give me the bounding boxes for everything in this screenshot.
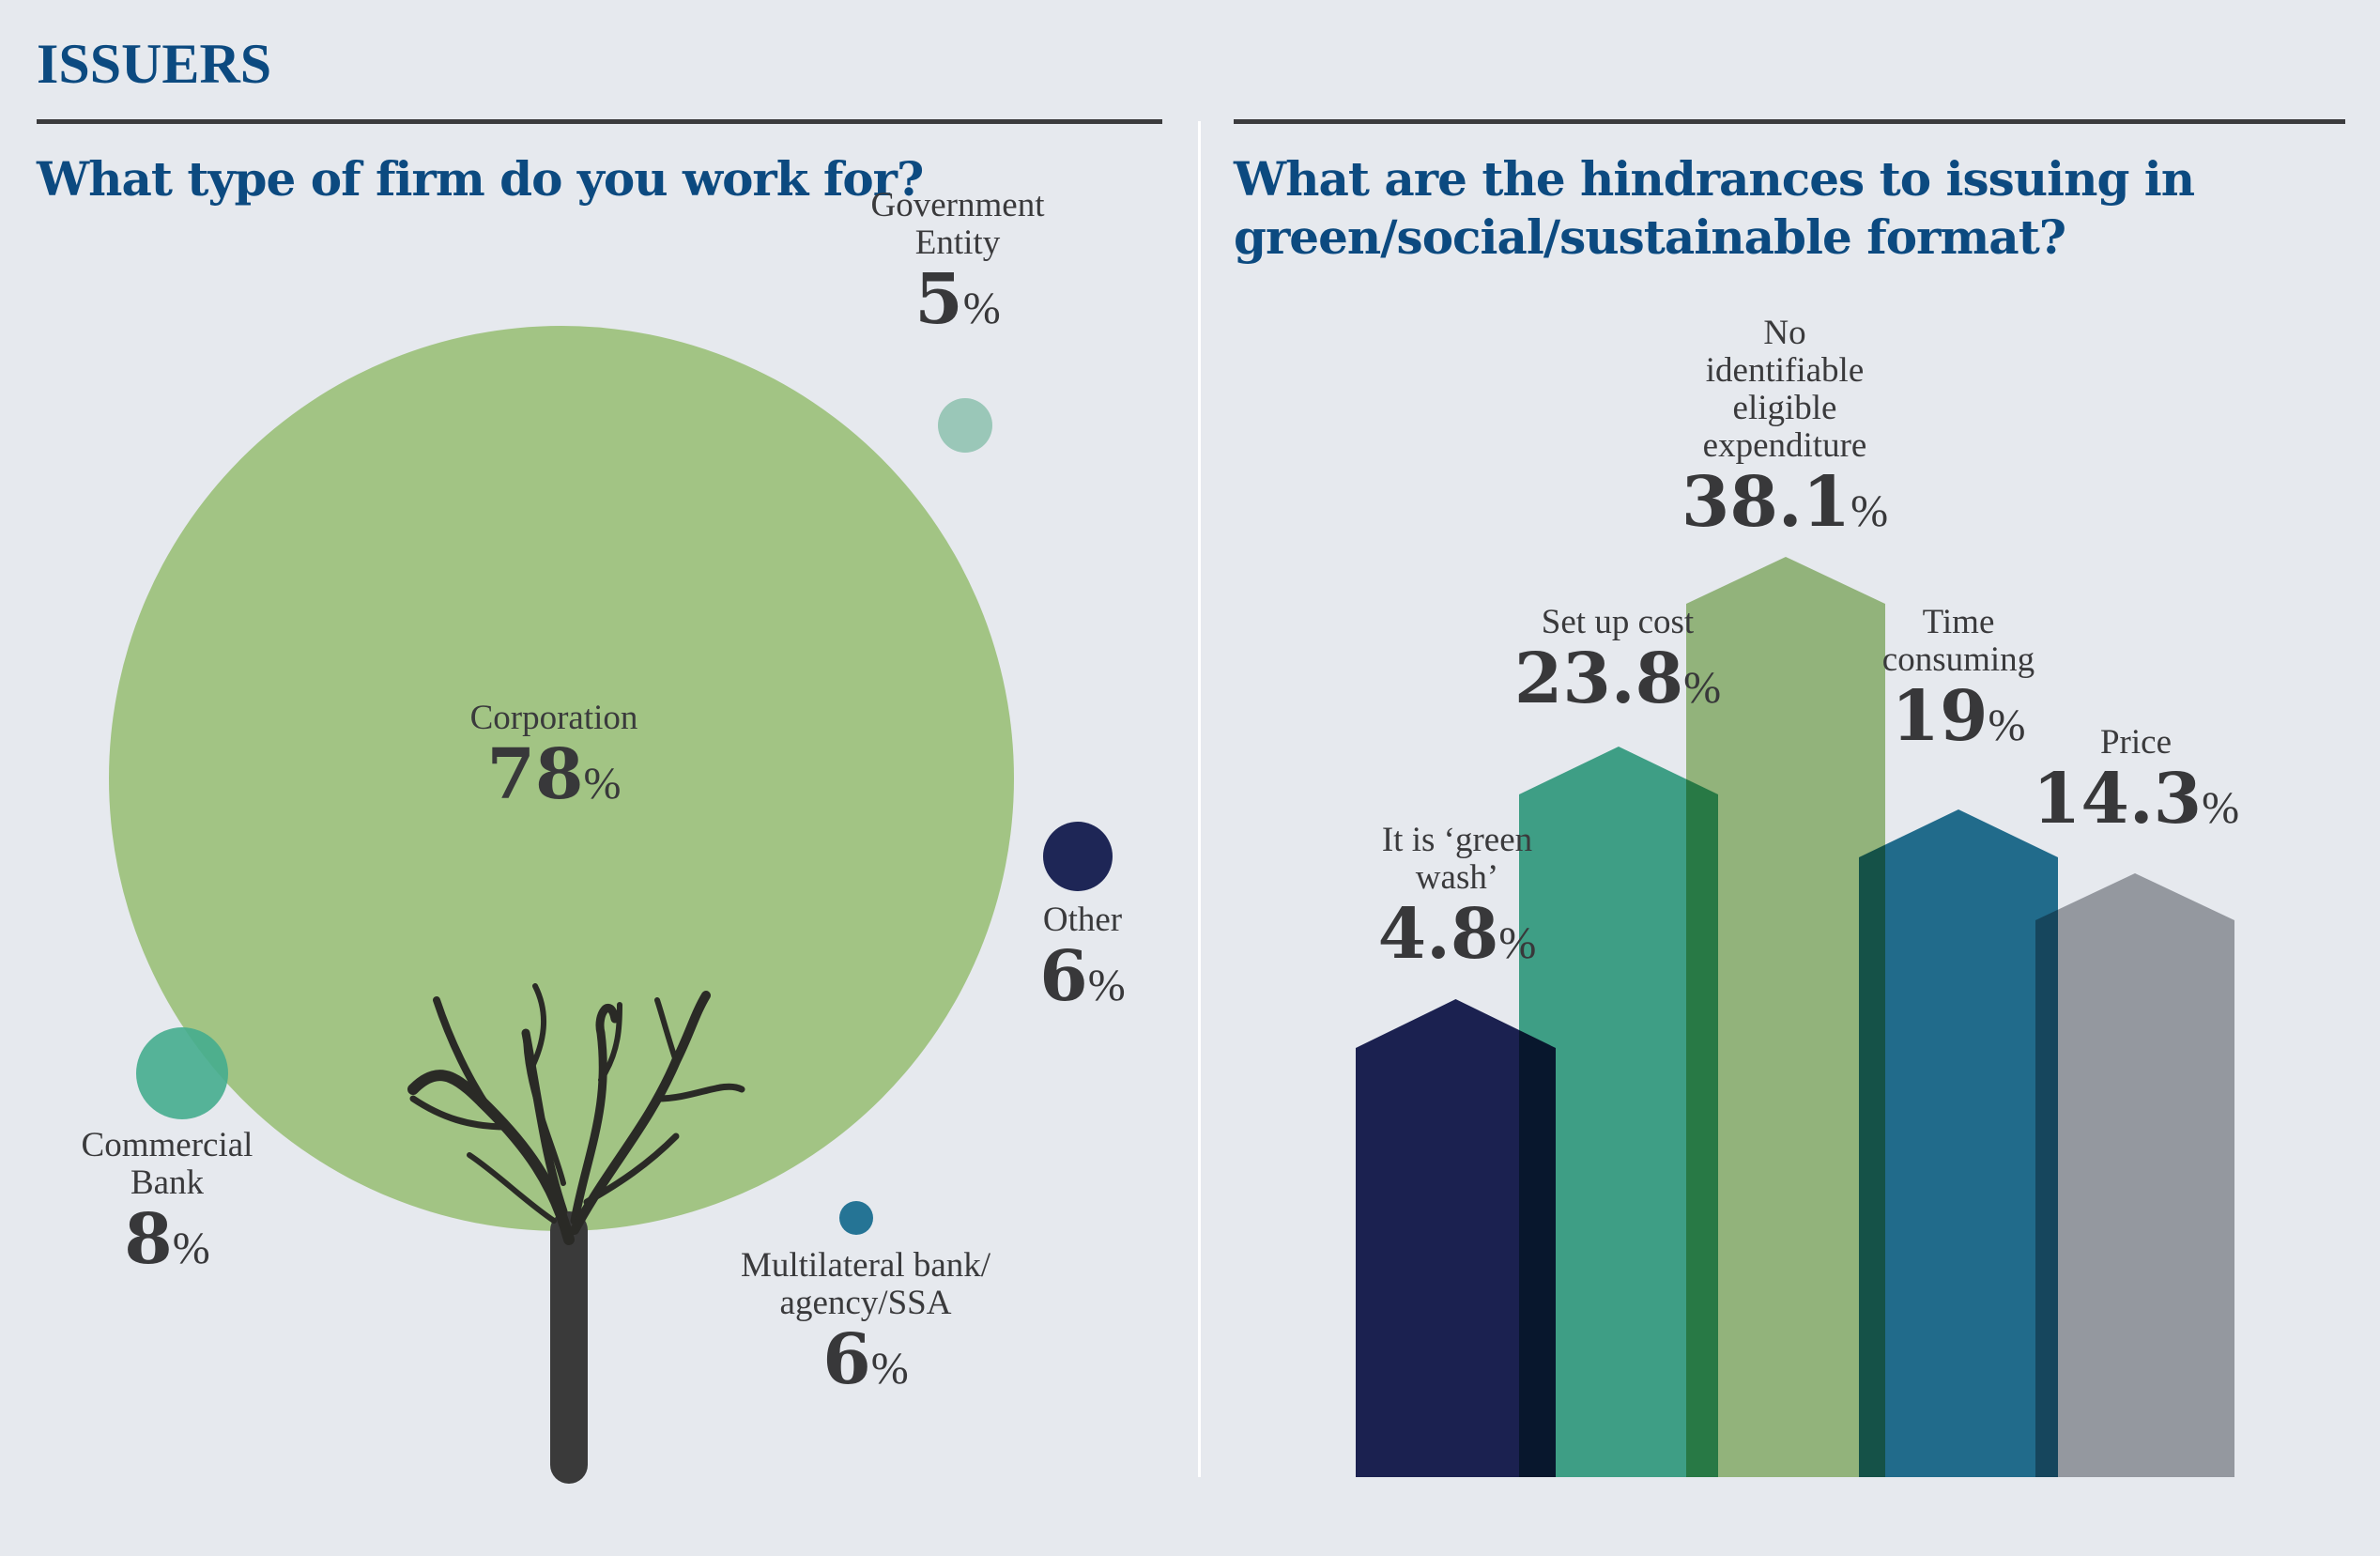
percent-sign: % (962, 284, 1001, 333)
value-number: 6 (1039, 936, 1088, 1017)
label-line: expenditure (1702, 426, 1867, 465)
label-government-entity: Government Entity 5% (871, 187, 1045, 347)
left-question: What type of firm do you work for? (37, 151, 924, 207)
bar-value-greenwash: 4.8% (1378, 897, 1537, 981)
label-line: Price (2099, 723, 2173, 762)
percent-sign: % (1988, 701, 2026, 750)
bar-no-identifiable-eligible-expenditure (1686, 557, 1885, 1477)
vertical-divider (1198, 121, 1201, 1477)
value-number: 4.8 (1377, 894, 1499, 975)
percent-sign: % (1498, 918, 1537, 968)
value-number: 6 (822, 1319, 871, 1400)
percent-sign: % (870, 1344, 909, 1394)
label-line: Corporation (469, 699, 638, 737)
percent-sign: % (583, 759, 622, 809)
value-number: 38.1 (1681, 462, 1851, 543)
left-divider-rule (37, 119, 1162, 124)
value-commercial-bank: 8% (82, 1202, 253, 1286)
bar-time-consuming (1859, 809, 2058, 1477)
label-line: Bank (130, 1163, 205, 1202)
page-title: ISSUERS (37, 33, 272, 95)
value-corporation: 78% (470, 737, 638, 822)
bar-value-price: 14.3% (2033, 762, 2239, 846)
percent-sign: % (1087, 961, 1126, 1010)
label-line: Time (1922, 603, 1995, 641)
label-line: Other (1042, 901, 1123, 939)
bar-set-up-cost (1519, 747, 1718, 1477)
label-corporation: Corporation 78% (470, 700, 638, 822)
bar-price (2035, 873, 2234, 1477)
label-other: Other 6% (1039, 901, 1125, 1024)
label-line: Multilateral bank/ (740, 1246, 991, 1285)
bubble-other (1043, 822, 1113, 891)
bar-value-time-consuming: 19% (1882, 679, 2035, 763)
bar-it-is-green-wash (1356, 999, 1556, 1477)
value-number: 19 (1891, 676, 1988, 757)
bubble-government-entity (938, 398, 992, 453)
bubble-corporation (109, 326, 1014, 1231)
label-line: consuming (1881, 640, 2035, 679)
value-number: 5 (914, 259, 963, 340)
right-divider-rule (1234, 119, 2345, 124)
bar-value-no-identifiable: 38.1% (1681, 465, 1888, 549)
right-question: What are the hindrances to issuing in gr… (1234, 150, 2195, 267)
bar-label-setup-cost: Set up cost 23.8% (1514, 604, 1721, 726)
label-line: No (1763, 314, 1806, 352)
bar-label-no-identifiable: No identifiable eligible expenditure 38.… (1681, 315, 1888, 549)
percent-sign: % (172, 1224, 210, 1273)
bar-label-price: Price 14.3% (2033, 724, 2239, 846)
value-other: 6% (1039, 939, 1125, 1024)
value-number: 8 (124, 1199, 173, 1280)
label-line: Entity (914, 223, 1001, 262)
label-multilateral: Multilateral bank/ agency/SSA 6% (741, 1247, 990, 1407)
bubble-multilateral-bank-agency-ssa (839, 1201, 873, 1235)
value-government-entity: 5% (871, 262, 1045, 347)
percent-sign: % (2202, 783, 2240, 833)
right-question-line-2: green/social/sustainable format? (1234, 209, 2066, 265)
label-commercial-bank: Commercial Bank 8% (82, 1127, 253, 1286)
bar-label-greenwash: It is ‘green wash’ 4.8% (1378, 822, 1537, 981)
value-multilateral: 6% (741, 1322, 990, 1407)
label-line: Set up cost (1541, 603, 1695, 641)
bubble-commercial-bank (136, 1027, 228, 1119)
bar-label-time-consuming: Time consuming 19% (1882, 604, 2035, 763)
value-number: 14.3 (2032, 759, 2203, 840)
value-number: 23.8 (1513, 639, 1684, 719)
bar-value-setup-cost: 23.8% (1514, 641, 1721, 726)
label-line: eligible (1732, 389, 1837, 427)
label-line: It is ‘green (1381, 821, 1533, 859)
tree-icon (407, 983, 745, 1484)
percent-sign: % (1683, 663, 1722, 713)
right-question-line-1: What are the hindrances to issuing in (1234, 151, 2195, 207)
label-line: identifiable (1705, 351, 1865, 390)
percent-sign: % (1850, 486, 1889, 536)
value-number: 78 (486, 734, 584, 815)
label-line: agency/SSA (779, 1284, 952, 1322)
label-line: Government (870, 186, 1045, 224)
label-line: Commercial (81, 1126, 253, 1164)
label-line: wash’ (1415, 858, 1499, 897)
